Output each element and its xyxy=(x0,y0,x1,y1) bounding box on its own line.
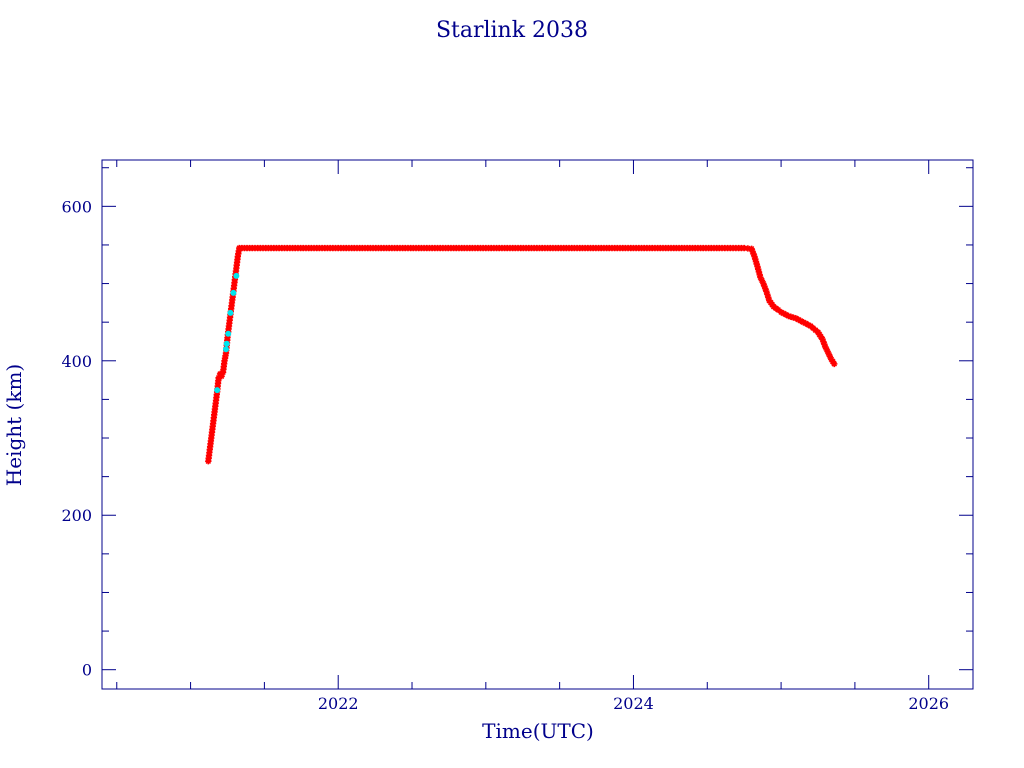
data-point xyxy=(792,315,800,322)
data-point xyxy=(819,335,826,343)
data-point xyxy=(800,318,807,326)
data-point xyxy=(820,338,827,345)
data-point xyxy=(797,317,804,325)
data-point xyxy=(774,306,782,314)
series-0 xyxy=(205,244,838,465)
data-point xyxy=(227,309,234,316)
data-point xyxy=(812,326,819,334)
data-point xyxy=(763,288,770,295)
data-point xyxy=(748,245,755,253)
y-tick-label: 200 xyxy=(61,506,92,525)
y-axis-label: Height (km) xyxy=(2,364,26,486)
series-1 xyxy=(214,272,240,394)
data-point xyxy=(765,294,772,301)
data-point xyxy=(223,340,230,347)
data-point xyxy=(782,311,790,318)
data-point xyxy=(823,346,831,354)
data-point xyxy=(225,330,232,337)
chart-title: Starlink 2038 xyxy=(436,18,588,43)
data-point xyxy=(214,387,221,394)
data-point xyxy=(825,349,832,357)
data-point xyxy=(218,373,225,380)
x-axis-label: Time(UTC) xyxy=(482,719,594,743)
y-tick-label: 400 xyxy=(61,352,92,371)
data-point xyxy=(749,248,756,255)
y-axis: 0 200 400 600 xyxy=(61,167,973,680)
data-point xyxy=(809,324,817,332)
y-tick-label: 0 xyxy=(82,661,92,680)
data-point xyxy=(758,277,766,284)
data-point xyxy=(761,282,768,290)
data-point xyxy=(780,310,787,317)
data-point xyxy=(764,291,771,298)
data-point xyxy=(762,285,769,292)
data-point xyxy=(795,316,802,323)
x-tick-label: 2026 xyxy=(908,694,949,713)
data-point xyxy=(223,346,230,353)
data-point xyxy=(750,250,757,258)
data-point xyxy=(744,245,752,252)
data-point xyxy=(757,274,764,281)
x-tick-label: 2024 xyxy=(613,694,654,713)
y-tick-label: 600 xyxy=(61,197,92,216)
data-point xyxy=(804,321,812,328)
x-axis: 2022 2024 2026 xyxy=(116,160,949,713)
data-point xyxy=(215,374,222,381)
x-tick-label: 2022 xyxy=(318,694,359,713)
data-point xyxy=(826,352,834,360)
plot-frame xyxy=(101,159,974,690)
data-point xyxy=(802,320,809,327)
data-point xyxy=(807,322,814,330)
data-point xyxy=(777,308,785,316)
data-point xyxy=(831,360,838,368)
data-point xyxy=(233,272,240,279)
series-layer xyxy=(205,244,838,465)
data-point xyxy=(740,244,748,252)
data-point xyxy=(760,280,767,287)
data-point xyxy=(230,289,237,296)
data-point xyxy=(822,343,829,351)
data-point xyxy=(821,341,828,348)
